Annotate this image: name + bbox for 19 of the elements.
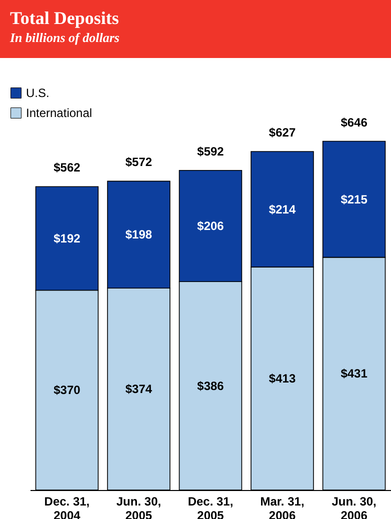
- data-label: $192: [54, 231, 81, 246]
- data-label: $198: [125, 228, 152, 242]
- total-label: $646: [340, 115, 368, 130]
- data-label: $431: [340, 366, 368, 381]
- chart-subtitle: In billions of dollars: [9, 30, 120, 45]
- data-label: $206: [197, 219, 224, 234]
- data-label: $374: [125, 382, 152, 396]
- total-label: $592: [197, 144, 224, 158]
- total-label: $572: [125, 155, 152, 170]
- data-label: $214: [268, 202, 296, 216]
- data-label: $386: [197, 378, 224, 393]
- data-label: $370: [54, 383, 81, 398]
- chart-title: Total Deposits: [10, 8, 119, 28]
- total-label: $562: [54, 160, 81, 175]
- total-label: $627: [268, 126, 296, 140]
- data-label: $215: [340, 192, 368, 206]
- data-label: $413: [268, 372, 296, 386]
- legend-label: International: [26, 106, 92, 120]
- legend-label: U.S.: [26, 86, 50, 100]
